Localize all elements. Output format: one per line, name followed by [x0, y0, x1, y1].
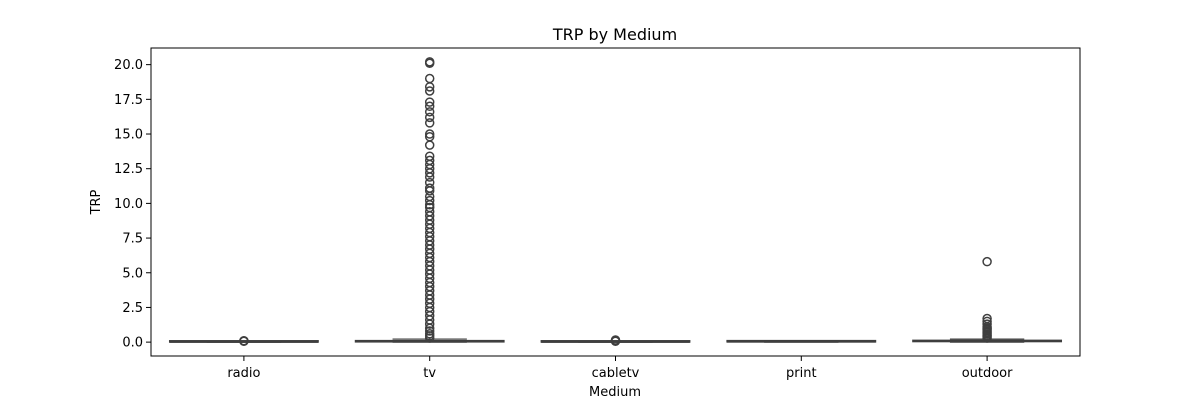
plot-area: 0.0 2.5 5.0 7.5 10.0 12.5 15.0 17.5 20.0 radio tv c…	[114, 47, 1081, 381]
outlier-point	[424, 107, 435, 117]
y-tick-label: 2.5	[122, 301, 143, 316]
y-tick-label: 5.0	[122, 266, 143, 281]
outlier-point	[424, 151, 435, 161]
outlier-point	[610, 335, 621, 345]
outlier-point	[424, 112, 435, 123]
outlier-point	[982, 313, 992, 324]
outlier-point	[424, 326, 435, 336]
outlier-point	[424, 195, 435, 206]
axes-frame	[150, 47, 1081, 357]
outlier-point	[424, 101, 435, 112]
x-tick-label: cabletv	[592, 366, 640, 381]
x-tick-label: print	[786, 366, 817, 381]
outlier-point	[424, 329, 435, 339]
x-axis-label: Medium	[589, 385, 641, 400]
outlier-point	[424, 118, 435, 128]
y-tick-label: 7.5	[122, 232, 143, 247]
y-tick-label: 10.0	[114, 197, 143, 212]
y-tick-label: 12.5	[114, 162, 143, 177]
y-tick-label: 17.5	[114, 93, 143, 108]
outlier-point	[424, 183, 435, 193]
outlier-point	[424, 155, 435, 166]
y-tick-label: 0.0	[122, 336, 143, 351]
outlier-point	[424, 206, 435, 217]
outlier-point	[424, 97, 435, 107]
outlier-point	[424, 202, 435, 213]
x-tick-label: tv	[423, 366, 436, 381]
chart-title: TRP by Medium	[552, 25, 677, 44]
y-tick-label: 20.0	[114, 58, 143, 73]
outlier-point	[982, 319, 992, 329]
outlier-point	[424, 73, 435, 84]
outlier-point	[424, 177, 435, 188]
outlier-point	[424, 132, 435, 142]
outlier-point	[982, 256, 992, 267]
y-axis-label: TRP	[89, 189, 104, 215]
y-tick-label: 15.0	[114, 128, 143, 143]
outlier-point	[982, 316, 992, 327]
outlier-point	[424, 140, 435, 150]
x-tick-label: outdoor	[962, 366, 1013, 381]
outlier-point	[424, 57, 435, 67]
outlier-point	[239, 335, 249, 346]
x-tick-label: radio	[227, 366, 260, 381]
outlier-point	[424, 129, 435, 139]
outlier-point	[424, 86, 435, 96]
